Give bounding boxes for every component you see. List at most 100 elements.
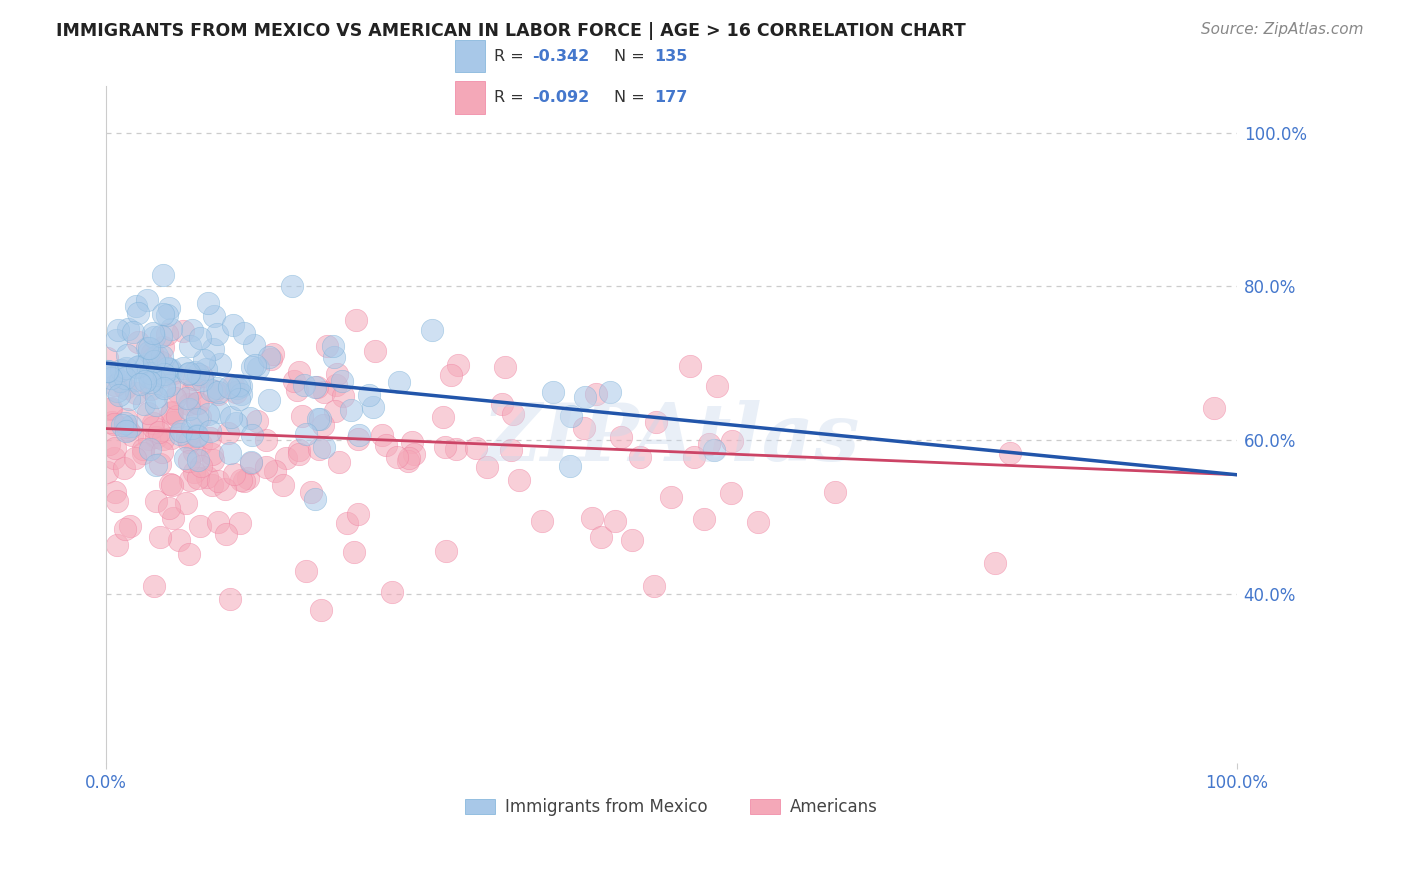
Point xyxy=(288,365,311,379)
Point xyxy=(142,420,165,434)
Point xyxy=(221,410,243,425)
Point xyxy=(307,412,329,426)
Point xyxy=(145,390,167,404)
Point xyxy=(225,385,247,400)
Point xyxy=(422,322,444,336)
Point xyxy=(177,454,200,468)
Point xyxy=(605,514,627,528)
Point xyxy=(326,367,349,381)
Point xyxy=(363,344,385,359)
Point xyxy=(159,406,181,420)
Text: N =: N = xyxy=(613,48,650,63)
Point xyxy=(283,374,305,388)
Point xyxy=(104,377,127,392)
Point xyxy=(110,362,132,376)
Point xyxy=(134,397,156,411)
Point xyxy=(96,351,118,365)
Point xyxy=(191,368,214,383)
Point xyxy=(572,420,595,434)
Point xyxy=(747,515,769,529)
Point xyxy=(229,378,252,392)
Point xyxy=(139,442,162,457)
Point xyxy=(174,450,197,465)
Point xyxy=(165,392,187,406)
Point xyxy=(281,278,304,293)
Point xyxy=(494,359,516,374)
Point xyxy=(299,484,322,499)
Point xyxy=(157,361,180,376)
Point xyxy=(142,330,165,344)
Point xyxy=(188,409,211,424)
Point xyxy=(97,437,120,451)
Point xyxy=(560,458,582,473)
Point xyxy=(720,486,742,500)
Point xyxy=(145,458,167,472)
Point xyxy=(157,301,180,315)
Legend: Immigrants from Mexico, Americans: Immigrants from Mexico, Americans xyxy=(458,791,884,822)
Point xyxy=(114,380,136,394)
Point xyxy=(659,490,682,504)
Point xyxy=(200,383,222,397)
Point xyxy=(599,385,621,400)
Point xyxy=(179,366,201,380)
Point xyxy=(186,412,208,426)
Point xyxy=(343,544,366,558)
Text: 177: 177 xyxy=(655,90,688,105)
Point xyxy=(100,401,122,415)
Point xyxy=(132,442,155,456)
Text: N =: N = xyxy=(613,90,650,105)
Point xyxy=(148,425,170,440)
Point xyxy=(145,398,167,412)
Point xyxy=(100,415,122,429)
Text: IMMIGRANTS FROM MEXICO VS AMERICAN IN LABOR FORCE | AGE > 16 CORRELATION CHART: IMMIGRANTS FROM MEXICO VS AMERICAN IN LA… xyxy=(56,22,966,40)
Point xyxy=(195,470,218,484)
Point xyxy=(183,372,205,386)
Point xyxy=(150,329,173,343)
Point xyxy=(187,453,209,467)
Point xyxy=(240,427,263,442)
Text: R =: R = xyxy=(495,48,529,63)
Point xyxy=(193,352,215,367)
Point xyxy=(118,519,141,533)
Text: Source: ZipAtlas.com: Source: ZipAtlas.com xyxy=(1201,22,1364,37)
Point xyxy=(142,351,165,365)
Point xyxy=(998,446,1021,460)
Point xyxy=(201,478,224,492)
Text: -0.342: -0.342 xyxy=(531,48,589,63)
Point xyxy=(134,374,156,388)
Point xyxy=(179,435,201,450)
Point xyxy=(138,341,160,355)
Point xyxy=(146,349,169,363)
Point xyxy=(115,412,138,426)
Point xyxy=(105,384,128,398)
Point xyxy=(246,361,269,376)
Point xyxy=(295,427,318,442)
Point xyxy=(208,357,231,371)
Point xyxy=(207,474,229,488)
Point xyxy=(219,446,242,460)
Point xyxy=(609,430,631,444)
Point xyxy=(176,391,198,405)
Point xyxy=(703,442,725,457)
Point xyxy=(177,547,200,561)
Point xyxy=(100,402,122,417)
Point xyxy=(159,362,181,376)
Point xyxy=(176,430,198,444)
Point xyxy=(157,501,180,516)
Point xyxy=(179,339,201,353)
Point xyxy=(138,367,160,381)
Point xyxy=(374,437,396,451)
Point xyxy=(127,334,149,349)
Point xyxy=(308,442,330,456)
Point xyxy=(530,514,553,528)
Point xyxy=(114,370,136,384)
Point xyxy=(150,355,173,369)
Point xyxy=(179,473,201,487)
Point xyxy=(177,402,200,417)
Point xyxy=(135,357,157,371)
Point xyxy=(170,425,193,439)
Point xyxy=(628,450,651,465)
Point xyxy=(322,339,344,353)
Point xyxy=(188,331,211,345)
Point xyxy=(138,370,160,384)
